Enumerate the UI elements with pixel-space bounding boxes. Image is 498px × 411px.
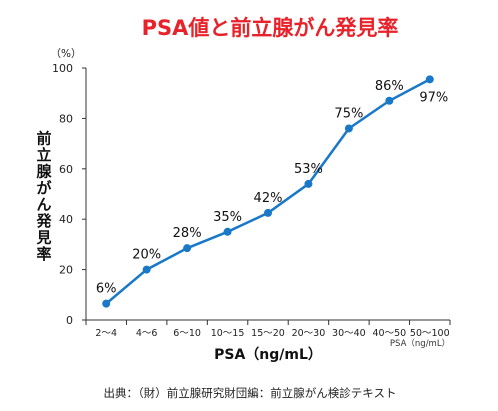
- x-tick-label: 2～4: [95, 328, 117, 339]
- source-note: 出典：（財）前立腺研究財団編：前立腺がん検診テキスト: [104, 386, 397, 400]
- y-axis-label-char: 率: [36, 245, 51, 263]
- data-label: 75%: [334, 106, 363, 121]
- y-tick-label: 0: [66, 314, 73, 327]
- data-point: [223, 227, 232, 236]
- x-tick-label: 50～100: [410, 328, 450, 339]
- y-axis-label-char: 発: [35, 212, 52, 230]
- data-point: [385, 96, 394, 105]
- data-point: [142, 265, 151, 274]
- y-tick-label: 100: [52, 62, 73, 75]
- y-axis-label-char: 立: [36, 146, 51, 164]
- y-tick-label: 40: [59, 213, 73, 226]
- data-points: [102, 75, 434, 308]
- chart-title: PSA値と前立腺がん発見率: [142, 16, 399, 40]
- x-ticks: 2～4 4～6 6～10 10～15 15～20 20～30 30～40 40～50 50～10…: [85, 320, 451, 339]
- data-label: 42%: [254, 191, 283, 206]
- data-label: 35%: [213, 210, 242, 225]
- data-label: 20%: [132, 248, 161, 263]
- data-point: [425, 75, 434, 84]
- y-axis-label: 前立腺がん発見率: [35, 129, 52, 263]
- y-axis-label-char: 見: [35, 228, 51, 246]
- x-axis-label: PSA（ng/mL）: [214, 347, 322, 363]
- y-axis-label-char: ん: [36, 195, 51, 213]
- y-axis-label-char: 腺: [36, 162, 52, 180]
- x-axis-unit-note: PSA（ng/mL）: [390, 338, 450, 349]
- data-point: [264, 208, 272, 217]
- data-point: [183, 244, 192, 253]
- y-axis-unit: （%）: [51, 48, 82, 60]
- x-tick-label: 40～50: [372, 328, 406, 339]
- data-label: 86%: [375, 79, 404, 94]
- data-labels: 6% 20% 28% 35% 42% 53% 75% 86% 97%: [96, 79, 448, 297]
- x-tick-label: 10～15: [211, 328, 245, 339]
- x-tick-label: 4～6: [136, 328, 158, 339]
- data-point: [304, 179, 313, 188]
- x-tick-label: 20～30: [292, 328, 326, 339]
- x-tick-label: 30～40: [332, 328, 366, 339]
- y-tick-label: 60: [59, 163, 73, 176]
- y-ticks: 0 20 40 60 80 100: [52, 62, 86, 327]
- x-tick-label: 15～20: [251, 328, 285, 339]
- data-point: [344, 124, 353, 133]
- data-label: 6%: [96, 282, 117, 297]
- data-label: 53%: [294, 162, 323, 177]
- x-tick-label: 6～10: [173, 328, 201, 339]
- data-label: 97%: [419, 90, 448, 105]
- y-tick-label: 80: [59, 112, 73, 125]
- data-label: 28%: [173, 226, 202, 241]
- data-point: [102, 299, 111, 308]
- y-tick-label: 20: [59, 264, 73, 277]
- y-axis-label-char: 前: [36, 129, 51, 147]
- y-axis-label-char: が: [36, 179, 52, 197]
